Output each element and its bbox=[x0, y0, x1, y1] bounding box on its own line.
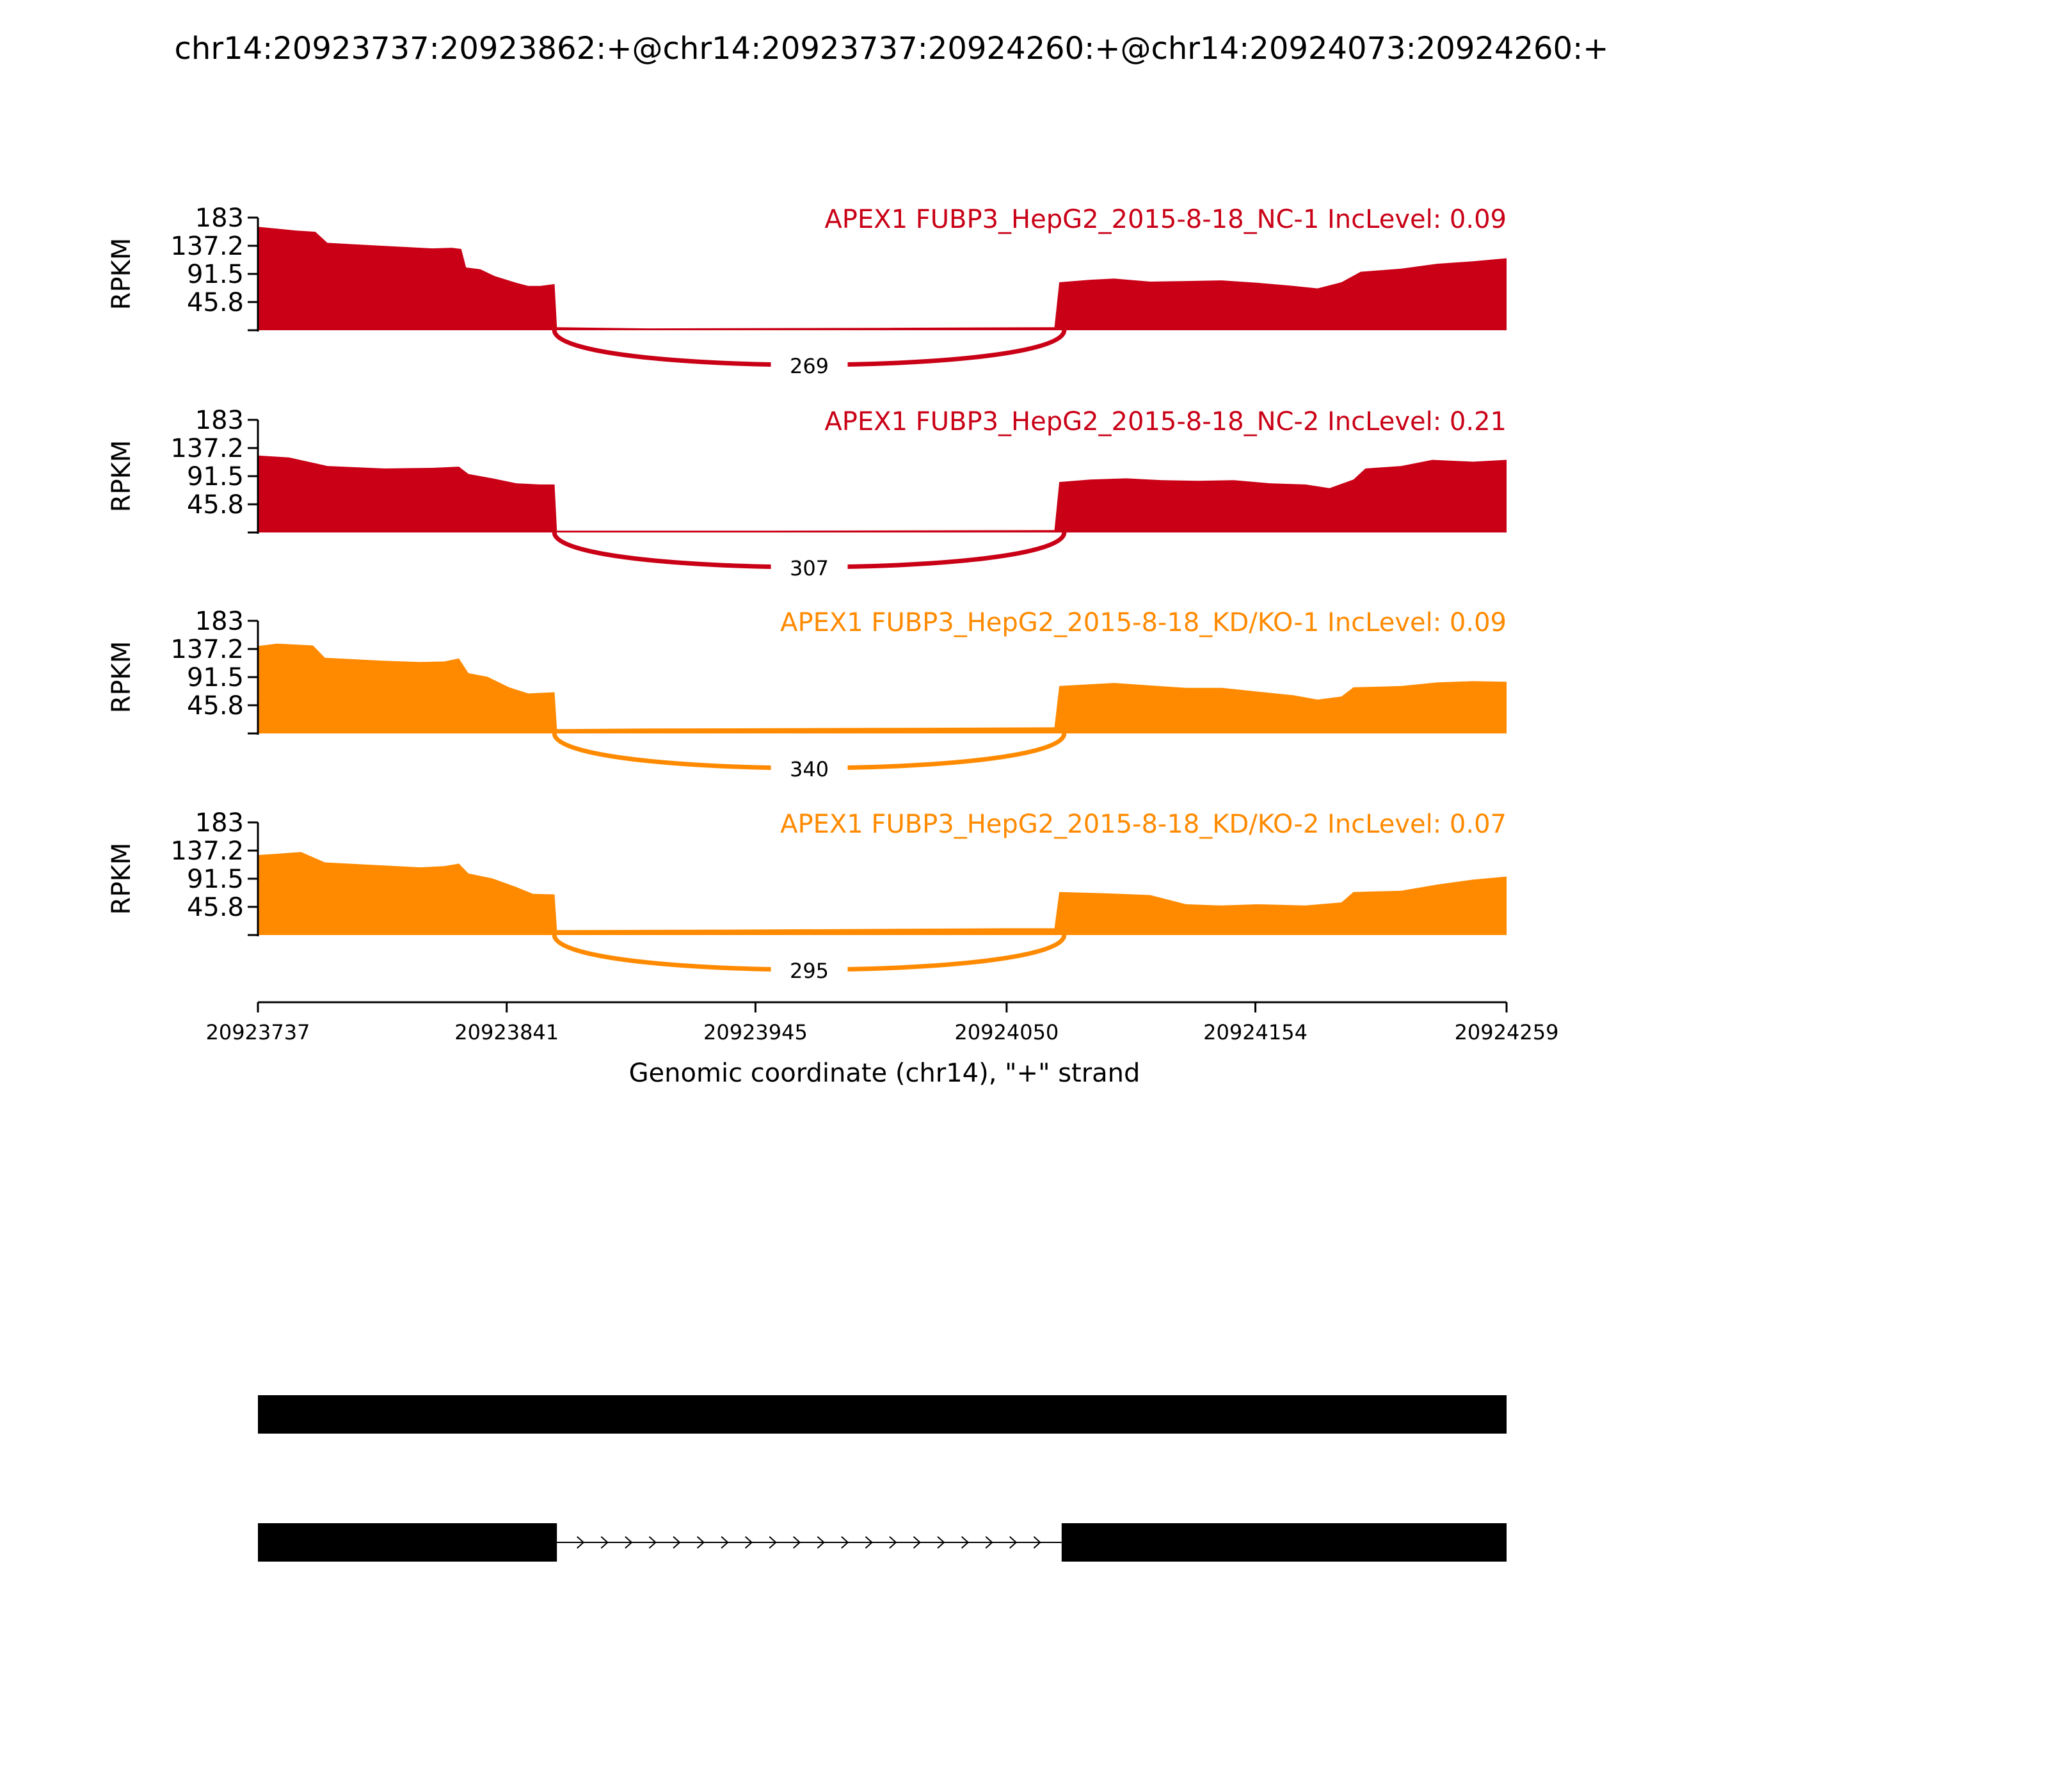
y-axis-label: RPKM bbox=[107, 843, 136, 915]
x-tick-label: 20923945 bbox=[703, 1020, 808, 1044]
y-tick-label: 183 bbox=[195, 406, 244, 435]
track-label: APEX1 FUBP3_HepG2_2015-8-18_KD/KO-1 IncL… bbox=[780, 608, 1507, 637]
strand-arrow bbox=[625, 1536, 633, 1549]
strand-arrow bbox=[769, 1536, 777, 1549]
y-tick-label: 137.2 bbox=[170, 232, 244, 261]
strand-arrow bbox=[721, 1536, 729, 1549]
isoform bbox=[258, 1523, 1507, 1562]
y-tick-label: 91.5 bbox=[187, 462, 244, 492]
y-tick-label: 91.5 bbox=[187, 865, 244, 894]
strand-arrow bbox=[937, 1536, 945, 1549]
y-tick-label: 45.8 bbox=[187, 691, 244, 721]
x-tick-label: 20924154 bbox=[1203, 1020, 1308, 1044]
strand-arrow bbox=[985, 1536, 993, 1549]
strand-arrow bbox=[913, 1536, 921, 1549]
exon-block bbox=[1061, 1523, 1507, 1562]
y-axis-label: RPKM bbox=[107, 238, 136, 310]
exon-block bbox=[258, 1395, 1507, 1434]
junction-count: 307 bbox=[790, 556, 829, 580]
y-tick-label: 45.8 bbox=[187, 893, 244, 922]
x-axis-label: Genomic coordinate (chr14), "+" strand bbox=[629, 1059, 1140, 1088]
isoform-structures bbox=[258, 1395, 1507, 1562]
y-tick-label: 183 bbox=[195, 607, 244, 636]
strand-arrow bbox=[817, 1536, 825, 1549]
y-axis-label: RPKM bbox=[107, 440, 136, 513]
junction-count-background bbox=[771, 957, 848, 984]
x-axis: Genomic coordinate (chr14), "+" strand 2… bbox=[206, 1001, 1559, 1088]
y-axis-label: RPKM bbox=[107, 641, 136, 714]
y-tick-label: 137.2 bbox=[170, 434, 244, 463]
isoform bbox=[258, 1395, 1507, 1434]
x-tick-label: 20924050 bbox=[954, 1020, 1059, 1044]
track-label: APEX1 FUBP3_HepG2_2015-8-18_NC-2 IncLeve… bbox=[824, 407, 1507, 436]
x-tick-label: 20924259 bbox=[1455, 1020, 1559, 1044]
y-tick-label: 91.5 bbox=[187, 260, 244, 289]
strand-arrow bbox=[577, 1536, 585, 1549]
strand-arrow bbox=[673, 1536, 681, 1549]
junction-count: 340 bbox=[790, 757, 829, 781]
track-label: APEX1 FUBP3_HepG2_2015-8-18_KD/KO-2 IncL… bbox=[780, 810, 1507, 839]
strand-arrow bbox=[696, 1536, 705, 1549]
strand-arrow bbox=[889, 1536, 897, 1549]
junction-count-background bbox=[771, 352, 848, 379]
strand-arrow bbox=[865, 1536, 873, 1549]
strand-arrow bbox=[961, 1536, 970, 1549]
strand-arrow bbox=[600, 1536, 609, 1549]
junction-count: 269 bbox=[790, 354, 829, 378]
strand-arrow bbox=[648, 1536, 657, 1549]
strand-arrow bbox=[744, 1536, 753, 1549]
x-tick-label: 20923841 bbox=[454, 1020, 559, 1044]
strand-arrow bbox=[1033, 1536, 1041, 1549]
strand-arrow bbox=[841, 1536, 849, 1549]
y-tick-label: 183 bbox=[195, 204, 244, 233]
junction-count: 295 bbox=[790, 959, 829, 983]
exon-block bbox=[258, 1523, 557, 1562]
y-tick-label: 137.2 bbox=[170, 836, 244, 866]
coverage-area bbox=[258, 643, 1507, 733]
y-tick-label: 137.2 bbox=[170, 635, 244, 664]
strand-arrow bbox=[1009, 1536, 1018, 1549]
coverage-area bbox=[258, 227, 1507, 330]
coverage-area bbox=[258, 852, 1507, 935]
track-label: APEX1 FUBP3_HepG2_2015-8-18_NC-1 IncLeve… bbox=[824, 205, 1507, 234]
coverage-area bbox=[258, 455, 1507, 532]
y-tick-label: 45.8 bbox=[187, 288, 244, 317]
x-tick-label: 20923737 bbox=[206, 1020, 310, 1044]
strand-arrow bbox=[793, 1536, 801, 1549]
junction-count-background bbox=[771, 554, 848, 581]
y-tick-label: 45.8 bbox=[187, 490, 244, 520]
y-tick-label: 91.5 bbox=[187, 663, 244, 692]
junction-count-background bbox=[771, 755, 848, 782]
y-tick-label: 183 bbox=[195, 808, 244, 838]
plot-title: chr14:20923737:20923862:+@chr14:20923737… bbox=[175, 31, 1609, 67]
